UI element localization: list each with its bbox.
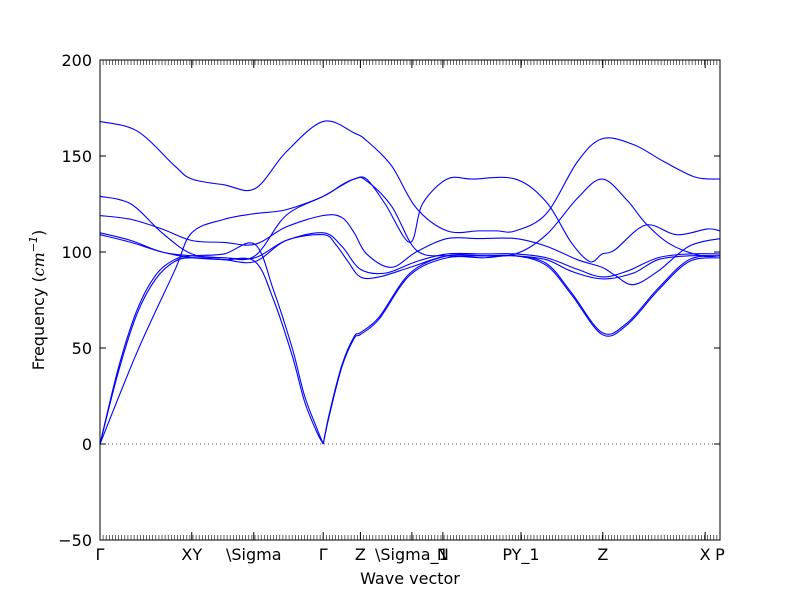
y-axis-title-exponent: −1 bbox=[27, 236, 40, 252]
y-tick-label: 200 bbox=[61, 51, 92, 70]
y-axis-title-unit: cm bbox=[29, 252, 48, 276]
y-tick-label: 50 bbox=[72, 339, 92, 358]
x-tick-label: N bbox=[437, 545, 449, 564]
x-tick-label: Z bbox=[355, 545, 366, 564]
y-axis-title-close: ) bbox=[29, 230, 48, 236]
y-tick-label: 100 bbox=[61, 243, 92, 262]
phonon-branch-8 bbox=[99, 257, 324, 445]
phonon-branch-5 bbox=[99, 232, 721, 278]
plot-frame bbox=[99, 59, 721, 541]
phonon-branch-4 bbox=[99, 214, 721, 286]
phonon-branch-3 bbox=[99, 176, 721, 445]
x-tick-label: \Sigma_1 bbox=[375, 545, 449, 565]
x-tick-label: Z bbox=[597, 545, 608, 564]
series-layer bbox=[99, 120, 721, 445]
x-tick-label: \Sigma bbox=[226, 545, 282, 564]
y-tick-label: −50 bbox=[58, 531, 92, 550]
x-tick-label: Γ bbox=[96, 545, 105, 564]
phonon-branch-7 bbox=[99, 242, 324, 445]
phonon-branch-9 bbox=[322, 254, 721, 445]
y-tick-label: 150 bbox=[61, 147, 92, 166]
x-tick-label: P bbox=[715, 545, 725, 564]
x-tick-label: X bbox=[700, 545, 711, 564]
y-tick-label: 0 bbox=[82, 435, 92, 454]
x-axis-title: Wave vector bbox=[360, 569, 460, 588]
phonon-branch-10 bbox=[322, 254, 721, 445]
tick-label-layer: −50 0 50 100 150 200 Γ XY \Sigma Γ Z \Sigma_1N PY_1 Z… bbox=[58, 51, 725, 565]
y-axis-title-text: Frequency ( bbox=[29, 276, 48, 370]
phonon-branch-1 bbox=[99, 120, 721, 234]
x-tick-label: PY_1 bbox=[502, 545, 539, 565]
y-axis-title: Frequency (cm−1) bbox=[27, 230, 48, 371]
x-tick-label: Γ bbox=[319, 545, 328, 564]
x-tick-label: XY bbox=[181, 545, 202, 564]
